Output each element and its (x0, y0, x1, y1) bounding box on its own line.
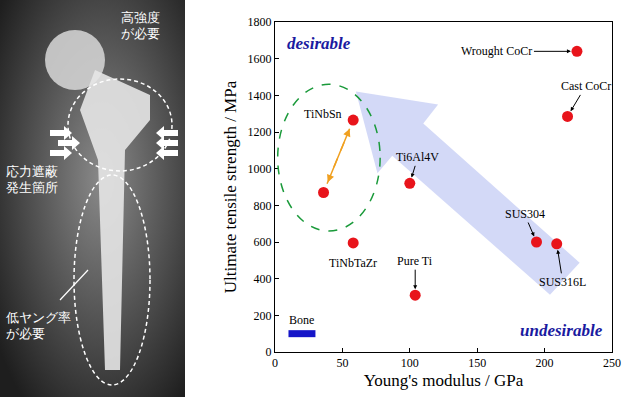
svg-text:Young's modulus / GPa: Young's modulus / GPa (364, 371, 524, 390)
svg-text:Ti6Al4V: Ti6Al4V (396, 150, 439, 164)
svg-text:低ヤング率が必要: 低ヤング率が必要 (6, 310, 71, 341)
svg-text:応力遮蔽発生箇所: 応力遮蔽発生箇所 (6, 164, 58, 195)
svg-text:250: 250 (603, 356, 621, 370)
svg-text:50: 50 (336, 356, 348, 370)
svg-text:desirable: desirable (287, 34, 351, 53)
svg-text:SUS304: SUS304 (505, 207, 545, 221)
svg-text:TiNbTaZr: TiNbTaZr (329, 256, 377, 270)
svg-text:Bone: Bone (289, 313, 314, 327)
svg-text:200: 200 (254, 309, 272, 323)
svg-text:1000: 1000 (248, 162, 272, 176)
svg-text:TiNbSn: TiNbSn (304, 107, 342, 121)
svg-text:200: 200 (536, 356, 554, 370)
svg-text:Pure Ti: Pure Ti (397, 254, 433, 268)
svg-text:高強度が必要: 高強度が必要 (121, 10, 160, 41)
svg-text:undesirable: undesirable (520, 321, 603, 340)
svg-text:150: 150 (468, 356, 486, 370)
svg-text:100: 100 (401, 356, 419, 370)
svg-text:Cast CoCr: Cast CoCr (561, 79, 611, 93)
svg-text:1200: 1200 (248, 125, 272, 139)
svg-text:600: 600 (254, 235, 272, 249)
svg-text:800: 800 (254, 199, 272, 213)
svg-text:0: 0 (266, 345, 272, 359)
svg-text:1800: 1800 (248, 15, 272, 29)
svg-text:SUS316L: SUS316L (539, 275, 586, 289)
svg-text:0: 0 (272, 356, 278, 370)
svg-text:1600: 1600 (248, 52, 272, 66)
svg-text:Wrought CoCr: Wrought CoCr (461, 44, 532, 58)
svg-text:1400: 1400 (248, 89, 272, 103)
svg-text:Ultimate tensile strength / MP: Ultimate tensile strength / MPa (221, 80, 240, 293)
svg-text:400: 400 (254, 272, 272, 286)
